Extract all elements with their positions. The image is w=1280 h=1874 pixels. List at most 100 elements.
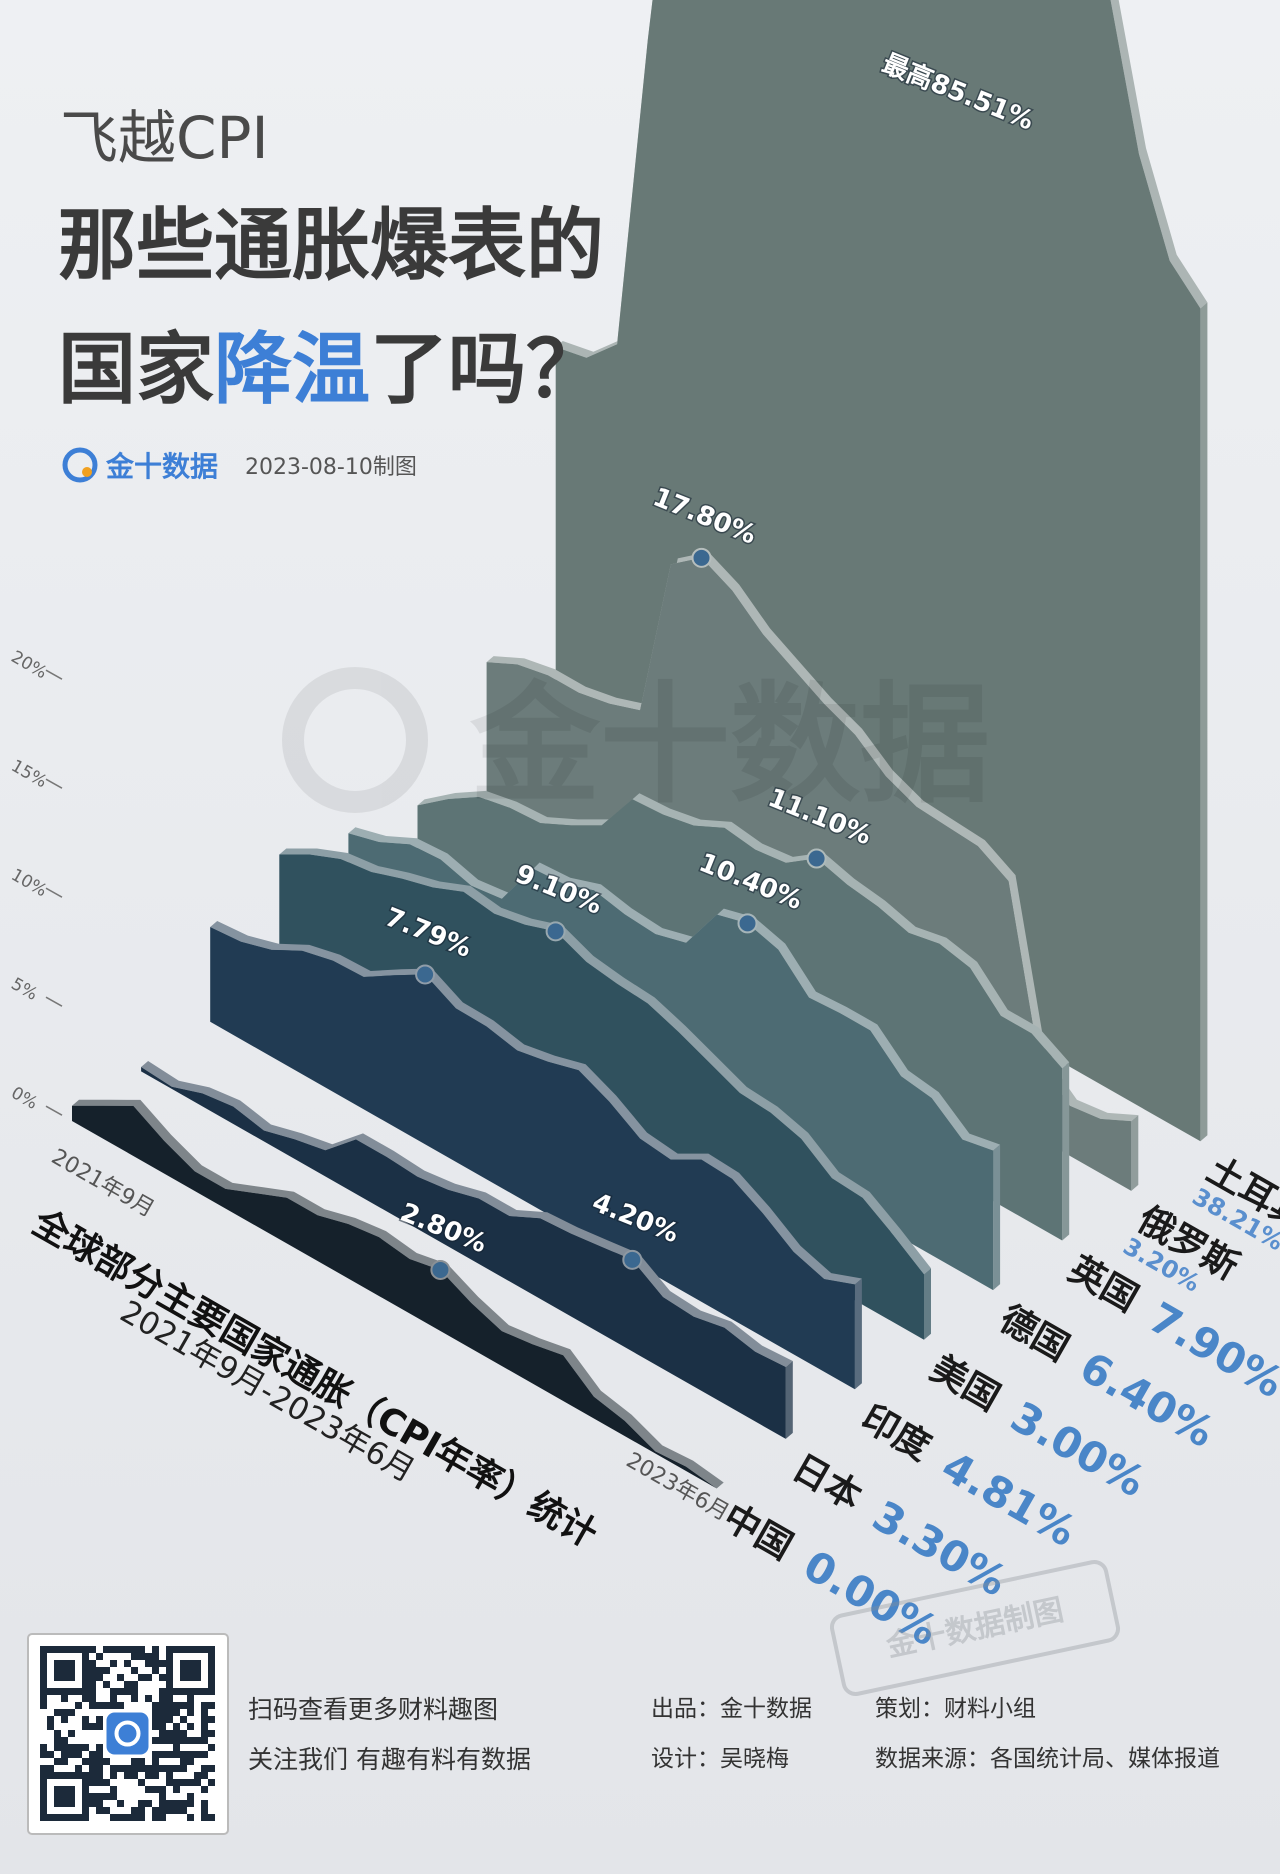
qr-module bbox=[201, 1730, 208, 1737]
qr-module bbox=[61, 1786, 68, 1793]
credit: 设计：吴晓梅 bbox=[651, 1746, 789, 1772]
qr-module bbox=[40, 1660, 47, 1667]
qr-module bbox=[103, 1793, 110, 1800]
ridge bbox=[210, 926, 855, 1390]
watermark: 金十数据 bbox=[282, 667, 990, 821]
qr-module bbox=[173, 1730, 180, 1737]
qr-module bbox=[54, 1758, 61, 1765]
qr-module bbox=[61, 1744, 68, 1751]
footer: 扫码查看更多财料趣图 关注我们 有趣有料有数据 出品：金十数据 策划：财料小组 … bbox=[27, 1559, 1220, 1835]
qr-module bbox=[96, 1744, 103, 1751]
qr-module bbox=[208, 1660, 215, 1667]
qr-module bbox=[208, 1653, 215, 1660]
ridge bbox=[141, 1067, 786, 1439]
qr-module bbox=[40, 1674, 47, 1681]
qr-module bbox=[159, 1800, 166, 1807]
qr-module bbox=[201, 1723, 208, 1730]
qr-module bbox=[187, 1793, 194, 1800]
qr-module bbox=[194, 1772, 201, 1779]
qr-module bbox=[75, 1765, 82, 1772]
qr-module bbox=[152, 1723, 159, 1730]
qr-module bbox=[47, 1751, 54, 1758]
qr-module bbox=[166, 1730, 173, 1737]
qr-module bbox=[131, 1653, 138, 1660]
qr-module bbox=[103, 1807, 110, 1814]
qr-module bbox=[54, 1688, 61, 1695]
credit: 出品：金十数据 bbox=[651, 1696, 812, 1722]
qr-module bbox=[138, 1800, 145, 1807]
qr-module bbox=[208, 1814, 215, 1821]
qr-module bbox=[173, 1765, 180, 1772]
qr-module bbox=[61, 1674, 68, 1681]
qr-module bbox=[40, 1688, 47, 1695]
qr-module bbox=[96, 1807, 103, 1814]
qr-module bbox=[180, 1660, 187, 1667]
qr-module bbox=[180, 1751, 187, 1758]
qr-module bbox=[159, 1807, 166, 1814]
qr-module bbox=[166, 1688, 173, 1695]
qr-module bbox=[96, 1793, 103, 1800]
qr-module bbox=[82, 1681, 89, 1688]
qr-module bbox=[166, 1702, 173, 1709]
qr-module bbox=[82, 1779, 89, 1786]
qr-module bbox=[194, 1779, 201, 1786]
qr-module bbox=[89, 1723, 96, 1730]
qr-module bbox=[173, 1737, 180, 1744]
qr-module bbox=[47, 1772, 54, 1779]
qr-module bbox=[89, 1646, 96, 1653]
qr-module bbox=[159, 1793, 166, 1800]
title-line: 那些通胀爆表的 bbox=[58, 201, 604, 291]
qr-module bbox=[89, 1765, 96, 1772]
qr-module bbox=[117, 1800, 124, 1807]
qr-module bbox=[89, 1772, 96, 1779]
qr-module bbox=[110, 1793, 117, 1800]
qr-module bbox=[194, 1674, 201, 1681]
qr-module bbox=[208, 1674, 215, 1681]
qr-module bbox=[96, 1765, 103, 1772]
qr-module bbox=[68, 1800, 75, 1807]
qr-module bbox=[54, 1674, 61, 1681]
qr-module bbox=[131, 1758, 138, 1765]
qr-module bbox=[138, 1779, 145, 1786]
qr-module bbox=[82, 1716, 89, 1723]
qr-module bbox=[201, 1786, 208, 1793]
qr-module bbox=[201, 1688, 208, 1695]
qr-module bbox=[131, 1646, 138, 1653]
qr-module bbox=[61, 1660, 68, 1667]
qr-module bbox=[96, 1751, 103, 1758]
qr-module bbox=[208, 1744, 215, 1751]
qr-module bbox=[187, 1695, 194, 1702]
ridge-end bbox=[1062, 1062, 1070, 1241]
qr-module bbox=[96, 1723, 103, 1730]
qr-module bbox=[82, 1758, 89, 1765]
ridge-end bbox=[1131, 1115, 1139, 1191]
qr-module bbox=[208, 1688, 215, 1695]
qr-module bbox=[145, 1765, 152, 1772]
qr-module bbox=[180, 1730, 187, 1737]
qr-module bbox=[47, 1723, 54, 1730]
title-part: 了吗？ bbox=[370, 325, 604, 415]
qr-module bbox=[61, 1709, 68, 1716]
qr-logo bbox=[106, 1712, 149, 1755]
qr-module bbox=[89, 1681, 96, 1688]
qr-module bbox=[110, 1814, 117, 1821]
qr-module bbox=[89, 1695, 96, 1702]
qr-module bbox=[54, 1800, 61, 1807]
qr-module bbox=[173, 1723, 180, 1730]
qr-module bbox=[201, 1646, 208, 1653]
qr-module bbox=[187, 1779, 194, 1786]
qr-module bbox=[201, 1709, 208, 1716]
qr-module bbox=[166, 1800, 173, 1807]
qr-module bbox=[159, 1730, 166, 1737]
qr-module bbox=[68, 1646, 75, 1653]
qr-logo-mark bbox=[114, 1720, 141, 1747]
qr-module bbox=[145, 1786, 152, 1793]
qr-module bbox=[131, 1681, 138, 1688]
qr-module bbox=[187, 1667, 194, 1674]
qr-module bbox=[145, 1695, 152, 1702]
qr-module bbox=[117, 1702, 124, 1709]
qr-module bbox=[201, 1765, 208, 1772]
qr-module bbox=[75, 1688, 82, 1695]
qr-module bbox=[159, 1737, 166, 1744]
qr-module bbox=[131, 1772, 138, 1779]
